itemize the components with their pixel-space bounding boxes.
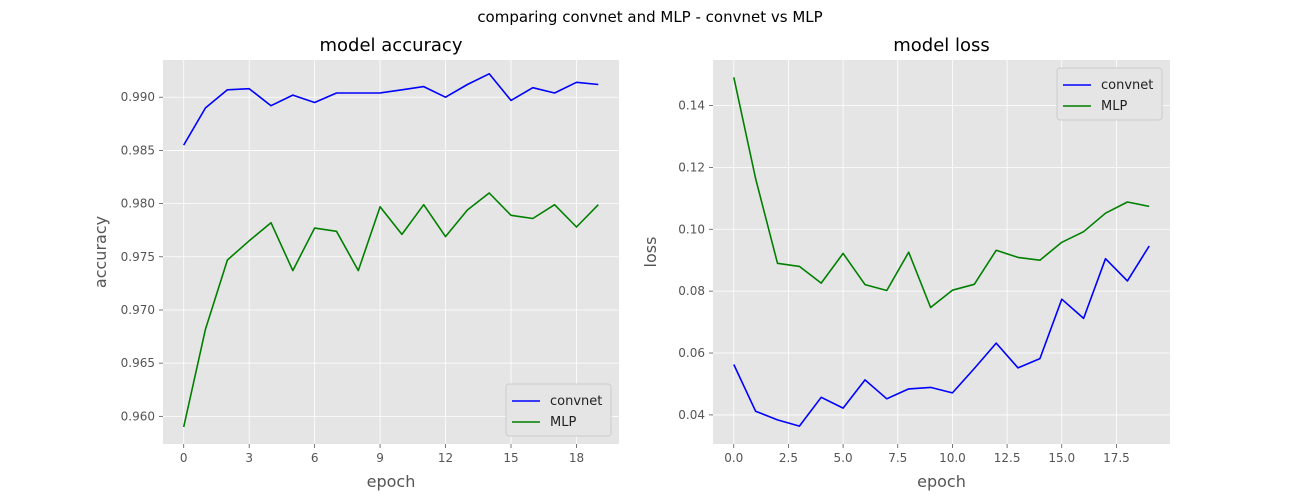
y-tick-label: 0.04 bbox=[678, 408, 705, 422]
y-tick-label: 0.965 bbox=[121, 356, 155, 370]
subplot-1: 0 3 6 9 12 15 18 0.960 0.965 0.970 0.975 0.980 0.985… bbox=[91, 35, 619, 491]
subplot-title: model accuracy bbox=[320, 35, 463, 56]
plot-area bbox=[163, 60, 619, 444]
x-tick-label: 12.5 bbox=[994, 451, 1021, 465]
series-line-mlp bbox=[733, 77, 1150, 309]
series-line-convnet bbox=[183, 73, 599, 146]
y-tick-label: 0.12 bbox=[678, 160, 705, 174]
legend: convnet MLP bbox=[1056, 67, 1163, 121]
x-tick-label: 17.5 bbox=[1103, 451, 1130, 465]
x-axis-label: epoch bbox=[367, 472, 416, 491]
x-tick-label: 9 bbox=[376, 451, 384, 465]
legend-box bbox=[1056, 67, 1163, 121]
series-line-mlp bbox=[182, 192, 599, 428]
x-tick-label: 6 bbox=[311, 451, 319, 465]
x-tick-label: 0 bbox=[180, 451, 188, 465]
y-tick-label: 0.10 bbox=[678, 222, 705, 236]
y-tick-label: 0.970 bbox=[121, 303, 155, 317]
y-tick-label: 0.990 bbox=[121, 90, 155, 104]
x-tick-label: 0.0 bbox=[724, 451, 743, 465]
legend-label-mlp: MLP bbox=[550, 415, 576, 430]
figure-title: comparing convnet and MLP - convnet vs M… bbox=[477, 8, 823, 26]
y-tick-label: 0.06 bbox=[678, 346, 705, 360]
x-tick-label: 15 bbox=[503, 451, 518, 465]
legend-label-mlp: MLP bbox=[1101, 99, 1127, 114]
x-tick-label: 10.0 bbox=[939, 451, 966, 465]
subplot-2: 0.0 2.5 5.0 7.5 10.0 12.5 15.0 17.5 0.04 0.06 0.08… bbox=[641, 35, 1170, 491]
x-axis-label: epoch bbox=[917, 472, 966, 491]
x-tick-label: 18 bbox=[569, 451, 584, 465]
legend-label-convnet: convnet bbox=[1101, 78, 1153, 93]
y-tick-label: 0.975 bbox=[121, 250, 155, 264]
legend-box bbox=[505, 383, 612, 437]
subplot-title: model loss bbox=[893, 35, 990, 56]
y-tick-label: 0.985 bbox=[121, 143, 155, 157]
y-tick-label: 0.08 bbox=[678, 284, 705, 298]
x-tick-label: 15.0 bbox=[1048, 451, 1075, 465]
legend: convnet MLP bbox=[505, 383, 612, 437]
y-tick-label: 0.960 bbox=[121, 409, 155, 423]
y-axis-label: accuracy bbox=[91, 216, 110, 288]
plot-area bbox=[713, 60, 1170, 444]
x-tick-label: 7.5 bbox=[888, 451, 907, 465]
x-tick-label: 5.0 bbox=[834, 451, 853, 465]
legend-label-convnet: convnet bbox=[550, 394, 602, 409]
y-tick-label: 0.980 bbox=[121, 197, 155, 211]
x-tick-label: 12 bbox=[438, 451, 453, 465]
x-tick-label: 2.5 bbox=[779, 451, 798, 465]
x-tick-label: 3 bbox=[245, 451, 253, 465]
series-line-convnet bbox=[733, 245, 1150, 427]
y-axis-label: loss bbox=[641, 237, 660, 268]
y-tick-label: 0.14 bbox=[678, 98, 705, 112]
